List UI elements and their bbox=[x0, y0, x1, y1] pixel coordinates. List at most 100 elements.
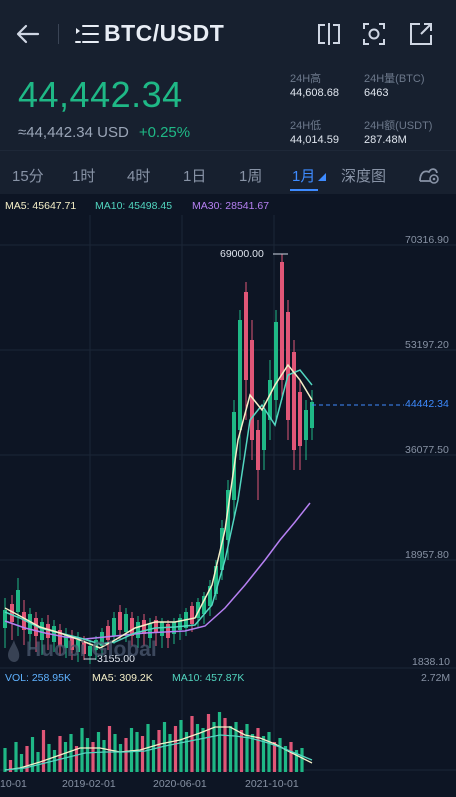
volume-bar bbox=[212, 722, 216, 772]
divider bbox=[58, 24, 59, 44]
volume-bar bbox=[184, 732, 189, 772]
volume-bar bbox=[151, 740, 156, 772]
tab-4h[interactable]: 4时 bbox=[127, 168, 151, 185]
candle-body bbox=[220, 528, 224, 570]
volume-bar bbox=[201, 728, 205, 772]
volume-ma5-line bbox=[4, 726, 313, 771]
candle-body bbox=[118, 612, 122, 630]
x-tick: 2020-06-01 bbox=[153, 778, 207, 790]
watermark: Huobi Global bbox=[26, 638, 157, 661]
candle-body bbox=[280, 262, 284, 380]
candle-body bbox=[148, 624, 152, 638]
ma5-line bbox=[4, 363, 313, 649]
volume-bar bbox=[113, 734, 117, 772]
usd-equivalent: ≈44,442.34 USD bbox=[18, 124, 129, 141]
tab-depth[interactable]: 深度图 bbox=[341, 168, 387, 185]
volume-bar bbox=[107, 726, 112, 772]
y-tick: 1838.10 bbox=[412, 656, 450, 668]
volume-bar bbox=[239, 730, 244, 772]
candle-body bbox=[304, 410, 308, 440]
volume-bar bbox=[289, 742, 293, 772]
volume-bar bbox=[168, 734, 172, 772]
menu-icon[interactable] bbox=[74, 22, 100, 46]
chart-settings-icon[interactable] bbox=[417, 162, 441, 186]
high-price-label: 69000.00 bbox=[220, 248, 264, 260]
candle-body bbox=[172, 622, 176, 634]
volume-max-label: 2.72M bbox=[421, 672, 451, 684]
candle-body bbox=[130, 618, 134, 636]
ma5-readout: MA5: 45647.71 bbox=[5, 200, 77, 212]
volume-bar bbox=[228, 726, 233, 772]
stat-value: 6463 bbox=[364, 87, 389, 99]
volume-bar bbox=[102, 740, 106, 772]
volume-bar bbox=[162, 722, 167, 772]
volume-bar bbox=[14, 742, 18, 772]
tab-1mo[interactable]: 1月 bbox=[292, 165, 327, 186]
volume-bar bbox=[217, 712, 222, 772]
x-tick: 2019-02-01 bbox=[62, 778, 116, 790]
kline-chart[interactable] bbox=[0, 194, 456, 797]
tab-1h[interactable]: 1时 bbox=[72, 168, 96, 185]
price-summary: ≈44,442.34 USD +0.25% bbox=[18, 124, 190, 141]
volume-bar bbox=[140, 736, 145, 772]
volume-bar bbox=[63, 742, 68, 772]
candle-body bbox=[100, 632, 104, 646]
stat-value: 44,014.59 bbox=[290, 134, 339, 146]
last-price: 44,442.34 bbox=[18, 74, 183, 115]
candle-body bbox=[244, 292, 248, 380]
stat-label: 24H低 bbox=[290, 120, 322, 132]
candle-body bbox=[3, 610, 7, 628]
volume-bar bbox=[118, 744, 123, 772]
volume-bar bbox=[25, 746, 29, 772]
volume-bar bbox=[80, 728, 84, 772]
volume-bar bbox=[3, 748, 7, 772]
volume-bar bbox=[234, 722, 238, 772]
candle-body bbox=[136, 622, 140, 638]
candle-body bbox=[196, 602, 200, 618]
low-price-label: 3155.00 bbox=[97, 653, 135, 665]
candle-body bbox=[88, 646, 92, 656]
volume-bar bbox=[300, 748, 304, 772]
candle-body bbox=[262, 410, 266, 450]
candle-body bbox=[16, 590, 20, 612]
candle-body bbox=[202, 596, 206, 614]
trading-pair-title[interactable]: BTC/USDT bbox=[104, 20, 225, 46]
candle-body bbox=[28, 614, 32, 634]
candle-body bbox=[76, 640, 80, 652]
tab-1w[interactable]: 1周 bbox=[239, 168, 263, 185]
volume-bar bbox=[173, 726, 178, 772]
volume-bar bbox=[19, 754, 24, 772]
volume-readout: VOL: 258.95K bbox=[5, 672, 71, 684]
current-price-label: 44442.34 bbox=[405, 398, 449, 410]
volume-bar bbox=[245, 724, 249, 772]
volume-bar bbox=[129, 728, 134, 772]
huobi-logo-icon bbox=[8, 640, 20, 662]
grid-lines bbox=[0, 215, 456, 771]
tab-1d[interactable]: 1日 bbox=[183, 168, 207, 185]
candle-body bbox=[166, 624, 170, 638]
back-arrow-icon[interactable] bbox=[14, 20, 42, 48]
candle-body bbox=[214, 566, 218, 594]
volume-bar bbox=[69, 734, 73, 772]
share-icon[interactable] bbox=[407, 20, 435, 48]
split-screen-icon[interactable] bbox=[315, 20, 343, 48]
screenshot-icon[interactable] bbox=[360, 20, 388, 48]
candle-body bbox=[238, 320, 242, 430]
y-tick: 53197.20 bbox=[405, 339, 449, 351]
volume-bar bbox=[223, 718, 227, 772]
volume-bar bbox=[261, 736, 266, 772]
candle-body bbox=[190, 606, 194, 624]
volume-bar bbox=[206, 714, 211, 772]
volume-bar bbox=[74, 746, 79, 772]
volume-bar bbox=[8, 760, 13, 772]
ma30-readout: MA30: 28541.67 bbox=[192, 200, 270, 212]
volume-bar bbox=[190, 716, 194, 772]
ma10-line bbox=[4, 369, 313, 645]
interval-tabs: 15分 1时 4时 1日 1周 1月 深度图 bbox=[0, 150, 456, 194]
candle-body bbox=[70, 636, 74, 650]
candle-body bbox=[268, 380, 272, 420]
volume-bar bbox=[283, 746, 288, 772]
tab-1mo-label: 1月 bbox=[292, 168, 316, 185]
y-tick: 18957.80 bbox=[405, 549, 449, 561]
tab-15m[interactable]: 15分 bbox=[12, 168, 44, 185]
